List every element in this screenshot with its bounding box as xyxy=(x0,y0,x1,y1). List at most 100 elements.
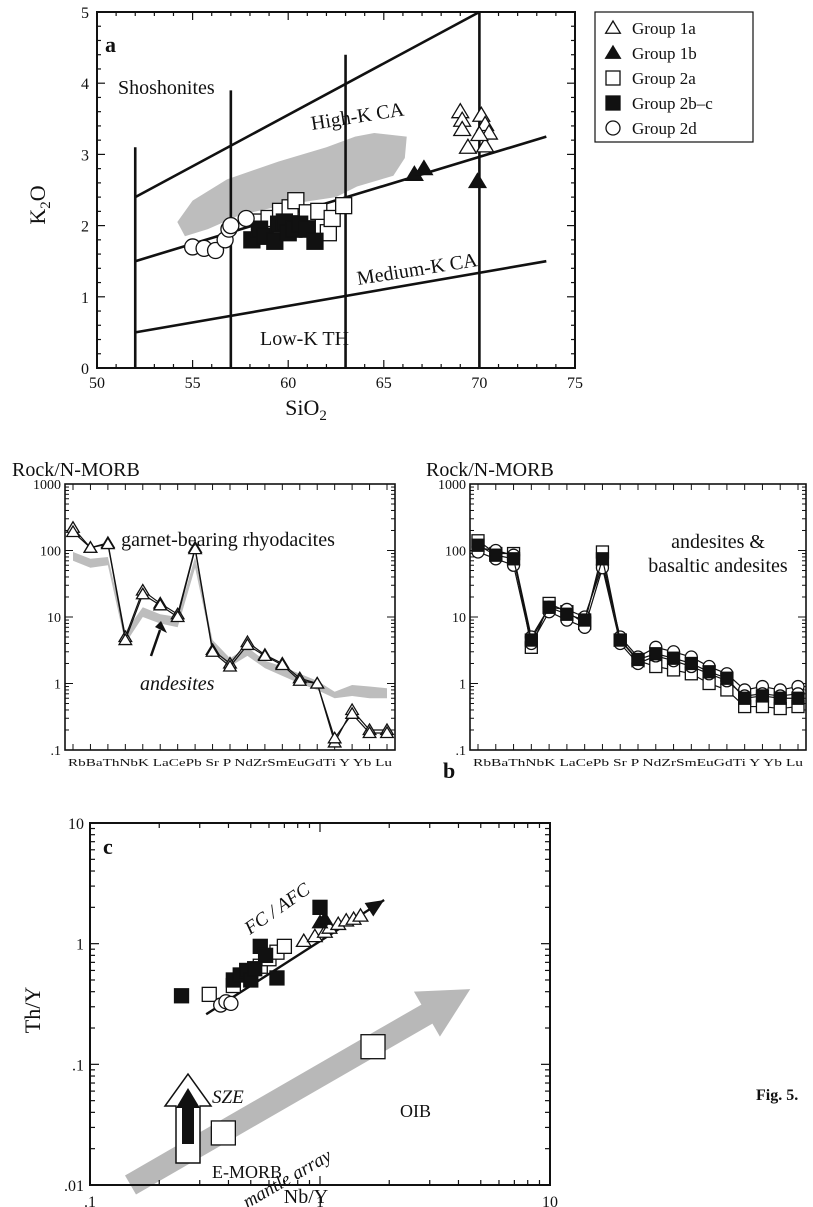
panel-b-right-x-ticks: RbBaThNbK LaCePb Sr P NdZrSmEuGdTi Y Yb … xyxy=(473,758,804,769)
a-x-tick-label: 50 xyxy=(89,375,105,392)
point-open-triangle xyxy=(327,731,343,744)
y-tick-label: 1000 xyxy=(438,478,466,493)
field-label-low-k: Low-K TH xyxy=(260,328,349,350)
point-open-triangle xyxy=(117,632,133,646)
point-filled-square xyxy=(613,633,627,647)
point-filled-square xyxy=(578,613,592,627)
caption-label: Fig. 5. xyxy=(756,1087,799,1104)
a-x-tick-label: 75 xyxy=(567,375,583,392)
panel-a-frame xyxy=(96,11,576,369)
point-open-triangle xyxy=(152,598,168,611)
panel-a-label: a xyxy=(105,32,116,57)
y-tick-label: 100 xyxy=(40,545,61,560)
point-open-triangle xyxy=(344,706,360,719)
legend-marker-4 xyxy=(605,120,621,136)
point-filled-square xyxy=(542,600,556,614)
boundary-line-2 xyxy=(135,259,547,334)
panel-b-right-y-label: Rock/N-MORB xyxy=(426,459,554,481)
point-filled-square xyxy=(173,988,190,1004)
point-open-triangle xyxy=(187,541,203,555)
point-open-triangle xyxy=(292,673,308,686)
field-label-shoshonites: Shoshonites xyxy=(118,77,215,99)
point-open-triangle xyxy=(274,657,290,671)
series-line-1 xyxy=(72,531,387,740)
panel-b-right-frame xyxy=(469,483,807,751)
point-filled-square xyxy=(631,652,645,667)
point-open-triangle xyxy=(222,659,238,672)
arrow-andesites xyxy=(149,621,167,657)
legend-label-1: Group 1b xyxy=(632,44,697,63)
panel-b-right: Rock/N-MORB 1000 100 10 1 .1 andesites & bas… xyxy=(426,459,807,783)
y-tick-label: .1 xyxy=(456,744,467,759)
c-x-tick-label: 1 xyxy=(316,1194,324,1207)
y-tick-label: 100 xyxy=(445,545,466,560)
c-y-tick-label: .1 xyxy=(72,1057,84,1074)
point-open-circle xyxy=(223,995,239,1012)
point-filled-triangle xyxy=(414,159,434,176)
panel-b-left-x-ticks: RbBaThNbK LaCePb Sr P NdZrSmEuGdTi Y Yb … xyxy=(68,758,393,769)
point-open-triangle xyxy=(379,725,395,739)
y-tick-label: 10 xyxy=(452,611,466,626)
point-open-triangle xyxy=(239,637,255,651)
point-open-square xyxy=(276,938,293,955)
legend: Group 1a Group 1b Group 2a Group 2b–c Group … xyxy=(594,11,754,143)
point-filled-square xyxy=(524,633,538,647)
point-open-triangle xyxy=(205,644,221,657)
point-open-triangle xyxy=(100,536,116,550)
point-filled-triangle xyxy=(316,910,334,925)
point-open-triangle xyxy=(257,648,273,662)
series-line-0 xyxy=(72,527,387,744)
panel-a: 50 55 60 65 70 75 0 1 2 3 4 5 a Shoshonites High-K … xyxy=(25,5,583,424)
point-filled-square xyxy=(506,552,521,566)
point-filled-square xyxy=(720,671,734,685)
a-x-tick-label: 60 xyxy=(280,375,296,392)
panel-c-label: c xyxy=(103,834,113,859)
figure-caption: Fig. 5. xyxy=(756,1085,813,1106)
emorb-label: E-MORB xyxy=(212,1162,282,1182)
c-y-tick-label: .01 xyxy=(64,1178,84,1195)
point-filled-square xyxy=(773,691,787,705)
y-tick-label: 1000 xyxy=(33,478,61,493)
legend-label-0: Group 1a xyxy=(632,19,696,38)
c-y-tick-label: 1 xyxy=(76,937,84,954)
point-open-triangle xyxy=(362,725,378,739)
band-andesites xyxy=(73,551,387,699)
boundary-line-0 xyxy=(134,10,481,199)
c-y-tick-label: 10 xyxy=(68,816,84,833)
point-filled-square xyxy=(595,552,610,566)
y-tick-label: 10 xyxy=(47,611,61,626)
a-y-tick-label: 3 xyxy=(81,147,89,164)
point-filled-triangle xyxy=(467,172,488,189)
point-filled-square xyxy=(312,899,328,915)
point-open-triangle xyxy=(82,540,98,553)
legend-label-4: Group 2d xyxy=(632,119,697,138)
sze-label: SZE xyxy=(212,1087,244,1108)
panel-b-left: Rock/N-MORB 1000 100 10 1 .1 garnet-bearing … xyxy=(12,459,396,769)
point-filled-square xyxy=(649,647,663,661)
legend-label-2: Group 2a xyxy=(632,69,696,88)
oib-label: OIB xyxy=(400,1101,431,1121)
reference-emorb xyxy=(210,1120,237,1146)
point-filled-square xyxy=(247,961,263,977)
panel-b-left-y-label: Rock/N-MORB xyxy=(12,459,140,481)
point-filled-square xyxy=(471,538,485,552)
shaded-field-andesites xyxy=(177,133,407,237)
point-open-triangle xyxy=(469,125,489,142)
trend-arrowhead xyxy=(364,900,385,917)
point-open-square xyxy=(201,986,217,1003)
legend-label-3: Group 2b–c xyxy=(632,94,713,113)
point-filled-square xyxy=(684,656,698,671)
point-open-square xyxy=(323,209,341,228)
point-filled-square xyxy=(791,691,805,705)
point-open-triangle xyxy=(65,524,81,538)
legend-marker-0 xyxy=(604,19,622,34)
y-tick-label: 1 xyxy=(54,678,61,693)
point-filled-square xyxy=(269,970,285,986)
panel-b-left-band-label: andesites xyxy=(140,673,215,695)
legend-marker-2 xyxy=(605,70,621,86)
point-filled-square xyxy=(755,689,770,703)
panel-a-y-axis-label: K2O xyxy=(25,185,54,224)
panel-c-frame xyxy=(89,822,551,1186)
y-tick-label: 1 xyxy=(459,678,466,693)
panel-a-x-axis-label: SiO2 xyxy=(285,395,327,424)
